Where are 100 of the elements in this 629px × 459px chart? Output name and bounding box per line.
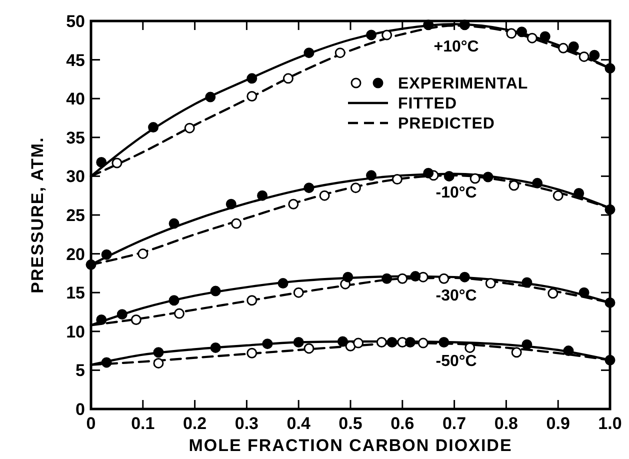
point	[153, 347, 164, 358]
point	[382, 30, 392, 40]
point	[459, 20, 470, 30]
point	[337, 336, 348, 347]
point	[604, 354, 616, 366]
x-tick-label: 0.7	[442, 414, 466, 433]
point	[386, 337, 398, 348]
x-tick-label: 0.6	[390, 414, 414, 433]
point	[168, 295, 180, 306]
point	[522, 339, 532, 350]
y-tick-label: 25	[66, 206, 85, 225]
point	[578, 51, 590, 62]
x-tick-label: 0.3	[234, 414, 259, 433]
y-tick-label: 5	[76, 361, 85, 380]
point	[293, 337, 304, 348]
point	[112, 158, 122, 168]
point	[552, 190, 564, 201]
point	[397, 273, 408, 284]
point	[404, 337, 416, 348]
point	[568, 41, 579, 52]
point	[508, 180, 520, 191]
point	[96, 314, 107, 326]
y-tick-label: 30	[66, 167, 85, 186]
point	[604, 204, 616, 215]
point	[86, 259, 96, 270]
point	[444, 170, 454, 182]
x-tick-label: 0.1	[131, 414, 155, 433]
point	[604, 63, 616, 74]
legend-label: EXPERIMENTAL	[398, 76, 528, 93]
point	[511, 347, 522, 358]
point	[366, 170, 377, 181]
annotation: -10°C	[436, 184, 478, 202]
point	[410, 271, 421, 282]
point	[604, 297, 616, 308]
point	[246, 295, 258, 306]
point	[522, 277, 532, 288]
point	[288, 198, 299, 210]
point	[366, 30, 377, 40]
annotation: -30°C	[436, 288, 478, 305]
y-tick-label: 35	[66, 128, 85, 148]
point	[210, 286, 221, 296]
y-tick-label: 0	[76, 400, 85, 419]
point	[350, 182, 361, 194]
point	[148, 122, 159, 133]
y-axis-title: PRESSURE, ATM.	[28, 136, 47, 294]
point	[376, 337, 387, 348]
point	[226, 198, 236, 210]
point	[116, 309, 128, 320]
point	[246, 73, 258, 84]
point	[516, 26, 528, 38]
point	[353, 338, 364, 348]
point	[470, 173, 480, 184]
point	[96, 156, 107, 168]
point	[334, 48, 346, 58]
point	[563, 346, 574, 356]
point	[304, 343, 314, 354]
point	[246, 348, 258, 358]
point	[319, 190, 330, 201]
point	[540, 31, 550, 42]
point	[459, 272, 470, 282]
point	[101, 249, 112, 260]
point	[506, 28, 517, 39]
point	[231, 218, 242, 229]
annotation: -50°C	[436, 352, 478, 370]
point	[293, 287, 304, 298]
point	[574, 188, 584, 199]
point	[282, 73, 294, 84]
point	[418, 338, 428, 348]
y-tick-label: 15	[66, 284, 85, 303]
point	[578, 287, 590, 298]
y-tick-label: 45	[66, 50, 85, 70]
point	[278, 278, 288, 289]
point	[526, 32, 538, 44]
point	[382, 273, 392, 284]
point	[423, 168, 434, 178]
point	[246, 91, 258, 102]
point	[438, 337, 450, 348]
point	[392, 174, 402, 185]
x-tick-label: 0.4	[286, 414, 311, 433]
legend-label: FITTED	[398, 96, 457, 113]
point	[130, 314, 142, 326]
y-tick-label: 20	[66, 244, 85, 264]
point	[342, 272, 354, 282]
y-tick-label: 40	[66, 90, 85, 109]
point	[548, 288, 558, 299]
y-tick-label: 50	[66, 12, 85, 31]
point	[485, 278, 496, 289]
x-tick-label: 0.5	[338, 414, 362, 433]
x-tick-label: 0.9	[546, 414, 570, 433]
point	[482, 172, 494, 182]
point	[464, 342, 476, 353]
point	[205, 92, 216, 102]
point	[589, 50, 600, 60]
point	[532, 178, 543, 188]
point	[257, 190, 268, 201]
point	[438, 273, 450, 284]
annotation: +10°C	[434, 38, 480, 56]
point	[304, 48, 314, 58]
x-axis-title: MOLE FRACTION CARBON DIOXIDE	[188, 436, 512, 455]
legend-label: PREDICTED	[398, 116, 495, 133]
